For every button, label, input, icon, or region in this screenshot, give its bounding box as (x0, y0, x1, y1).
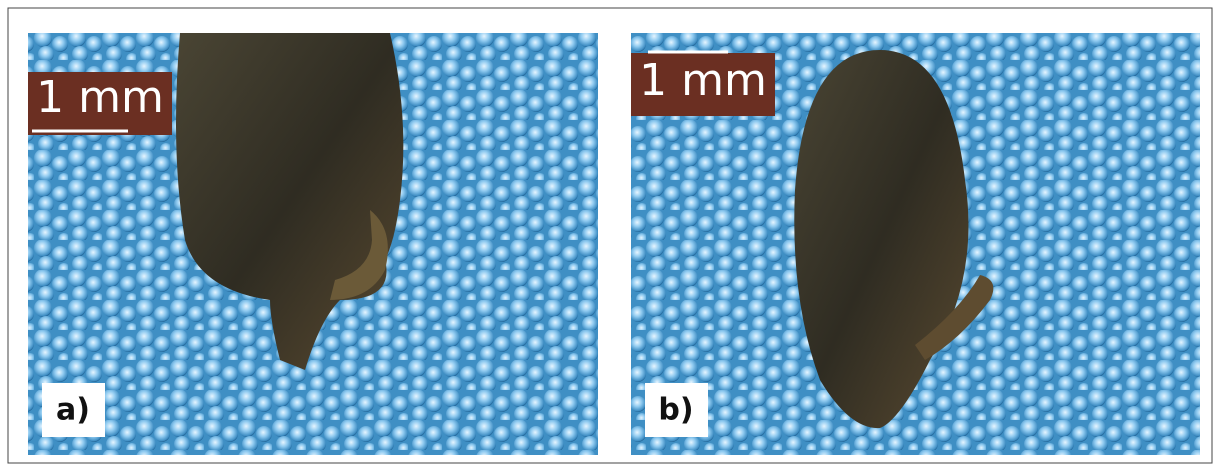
panel-b: 1 mm b) (631, 33, 1200, 455)
panel-a: 1 mm a) (28, 33, 598, 455)
panel-label: b) (658, 393, 693, 428)
scale-label: 1 mm (639, 55, 767, 106)
figure: 1 mm a) 1 mm b) (0, 0, 1220, 471)
scale-label: 1 mm (36, 72, 164, 123)
panel-label: a) (56, 393, 90, 428)
